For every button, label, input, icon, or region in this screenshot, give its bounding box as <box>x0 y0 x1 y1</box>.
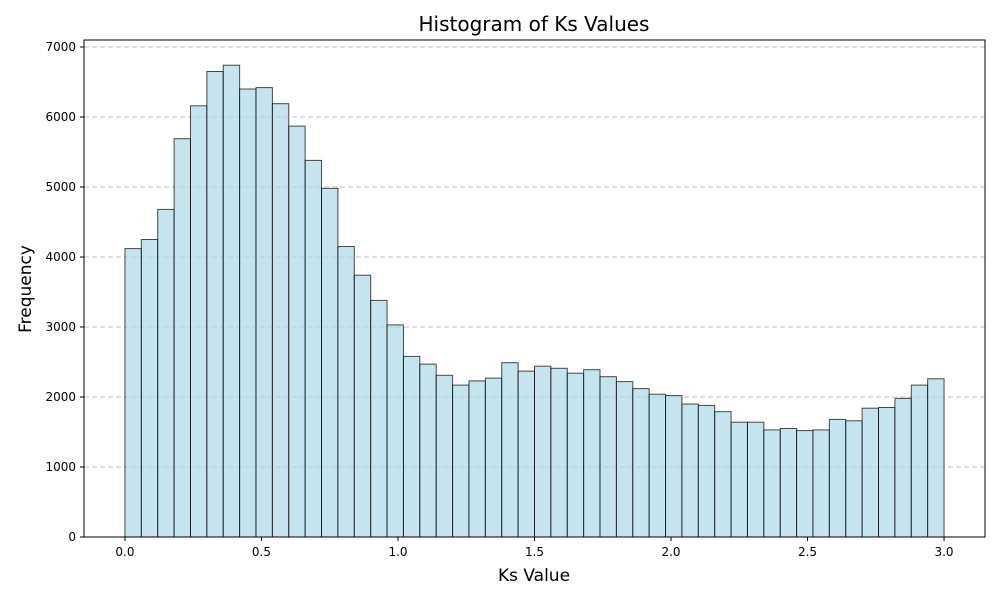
histogram-bar <box>124 248 142 538</box>
histogram-bar <box>910 384 929 538</box>
x-axis-label: Ks Value <box>498 566 570 586</box>
y-tick-label: 7000 <box>45 40 76 54</box>
y-tick-label: 0 <box>68 530 76 544</box>
histogram-bar <box>435 374 454 538</box>
y-tick-label: 2000 <box>45 390 76 404</box>
histogram-bar <box>779 428 798 538</box>
histogram-bar <box>845 420 863 538</box>
histogram-bar <box>681 403 699 538</box>
histogram-bar <box>353 274 372 538</box>
histogram-bar <box>534 365 552 538</box>
histogram-bar <box>255 87 273 538</box>
x-tick-label: 0.0 <box>115 545 134 559</box>
histogram-bar <box>550 367 568 538</box>
histogram-bar <box>878 407 896 538</box>
chart-title: Histogram of Ks Values <box>419 12 650 36</box>
x-tick-label: 1.5 <box>525 545 544 559</box>
y-tick-label: 5000 <box>45 180 76 194</box>
x-tick-label: 2.0 <box>661 545 680 559</box>
histogram-bar <box>828 418 847 538</box>
histogram-bar <box>665 395 683 538</box>
y-tick-label: 4000 <box>45 250 76 264</box>
histogram-bar <box>599 376 617 538</box>
histogram-bar <box>173 138 191 538</box>
x-axis-ticks: 0.0 0.5 1.0 1.5 2.0 2.5 3.0 <box>115 537 954 559</box>
histogram-bar <box>206 71 224 538</box>
y-tick-label: 6000 <box>45 110 76 124</box>
histogram-bar <box>861 407 880 538</box>
histogram-bar <box>321 187 339 538</box>
histogram-bar <box>402 355 421 538</box>
y-tick-label: 3000 <box>45 320 76 334</box>
histogram-bar <box>239 88 257 538</box>
histogram-bar <box>632 388 650 538</box>
histogram-bar <box>140 239 159 538</box>
histogram-bar <box>468 380 486 538</box>
histogram-bar <box>271 103 290 538</box>
histogram-bar <box>370 299 388 538</box>
histogram-bar <box>386 324 404 538</box>
histogram-bar <box>452 384 470 538</box>
histogram-bar <box>894 397 912 538</box>
x-tick-label: 2.5 <box>798 545 817 559</box>
y-axis-label: Frequency <box>16 245 36 333</box>
histogram-bar <box>746 421 765 538</box>
histogram-bar <box>157 208 175 538</box>
histogram-bar <box>615 381 634 538</box>
histogram-bar <box>501 362 519 538</box>
histogram-bar <box>517 370 535 538</box>
histogram-bar <box>484 377 503 538</box>
histogram-bar <box>697 404 716 538</box>
histogram-bar <box>927 378 945 538</box>
histogram-bar <box>763 429 781 538</box>
bars <box>124 64 945 538</box>
histogram-bar <box>648 393 667 538</box>
histogram-bar <box>812 429 830 538</box>
histogram-bar <box>796 430 814 538</box>
x-tick-label: 3.0 <box>934 545 953 559</box>
histogram-bar <box>337 246 355 538</box>
histogram-bar <box>288 125 306 538</box>
histogram-bar <box>730 421 748 538</box>
histogram-bar <box>714 411 732 538</box>
histogram-bar <box>222 64 241 538</box>
histogram-bar <box>189 105 208 538</box>
x-tick-label: 1.0 <box>388 545 407 559</box>
y-axis-ticks: 0 1000 2000 3000 4000 5000 6000 7000 <box>45 40 84 544</box>
histogram-bar <box>419 363 437 538</box>
histogram-bar <box>566 372 585 538</box>
histogram-bar <box>583 369 601 538</box>
x-tick-label: 0.5 <box>252 545 271 559</box>
y-tick-label: 1000 <box>45 460 76 474</box>
histogram-bar <box>304 159 323 538</box>
